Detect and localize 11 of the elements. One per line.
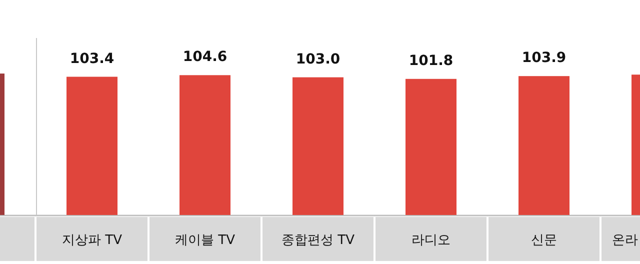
data-label: 103.9 bbox=[522, 50, 566, 66]
data-label: 104.6 bbox=[182, 49, 228, 66]
x-tick-label: 케이블 TV bbox=[175, 233, 236, 248]
x-tick-label: 온라 bbox=[612, 233, 638, 248]
data-label: 101.8 bbox=[408, 52, 454, 69]
data-label: 103.4 bbox=[70, 50, 114, 67]
data-label: 103.0 bbox=[296, 51, 340, 68]
x-tick-label: 신문 bbox=[531, 233, 557, 248]
x-tick-label: 지상파 TV bbox=[62, 233, 122, 248]
x-tick-label: 종합편성 TV bbox=[282, 233, 355, 248]
x-tick-label: 라디오 bbox=[412, 233, 450, 248]
